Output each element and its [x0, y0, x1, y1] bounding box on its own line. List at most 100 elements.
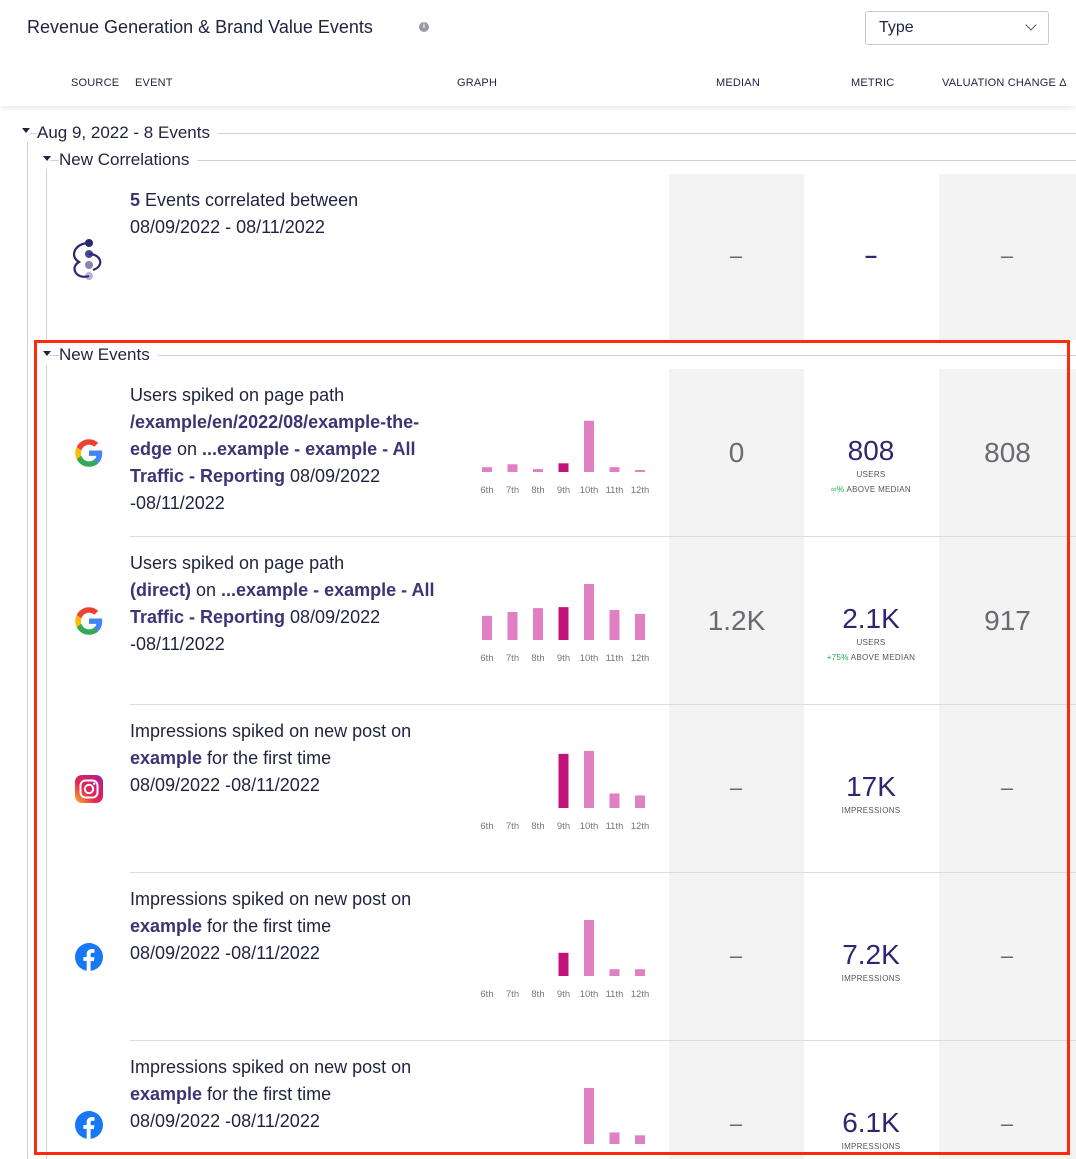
- median-column-bg: [669, 369, 804, 1159]
- valuation-column-bg: [939, 369, 1076, 1159]
- event-link[interactable]: example: [130, 916, 203, 936]
- event-link[interactable]: example: [130, 748, 203, 768]
- instagram-icon: [75, 775, 103, 803]
- chart-tick-label: 9th: [557, 485, 570, 496]
- correlation-icon: [72, 239, 102, 280]
- chart-tick-label: 8th: [531, 653, 544, 664]
- info-icon[interactable]: i: [419, 22, 429, 32]
- row-divider: [130, 704, 1076, 705]
- chart-tick-label: 12th: [631, 485, 650, 496]
- median-value: –: [729, 243, 743, 268]
- caret-down-icon[interactable]: [22, 128, 30, 133]
- tree-line: [27, 142, 28, 1159]
- chart-tick-label: 7th: [506, 653, 519, 664]
- event-link[interactable]: (direct): [130, 580, 192, 600]
- column-header-event[interactable]: EVENT: [135, 77, 173, 89]
- event-description: Impressions spiked on new post on exampl…: [130, 1057, 412, 1131]
- chart-bar: [635, 470, 645, 472]
- metric-unit: USERS: [856, 638, 886, 647]
- column-header-graph[interactable]: GRAPH: [457, 77, 498, 89]
- chart-tick-label: 8th: [531, 989, 544, 1000]
- chart-bar: [584, 1087, 594, 1144]
- facebook-icon: [75, 1111, 103, 1139]
- chart-bar: [584, 420, 594, 472]
- chart-bar: [482, 467, 492, 472]
- facebook-icon: [75, 943, 103, 971]
- column-header-metric[interactable]: METRIC: [851, 77, 895, 89]
- column-header-median[interactable]: MEDIAN: [716, 77, 760, 89]
- correlation-range: 08/09/2022 - 08/11/2022: [130, 217, 325, 237]
- event-link[interactable]: example: [130, 1084, 203, 1104]
- chart-tick-label: 7th: [506, 485, 519, 496]
- chart-tick-label: 10th: [580, 485, 599, 496]
- chart-bar: [635, 969, 645, 976]
- chart-bar: [558, 952, 569, 976]
- column-header-valuation-change[interactable]: VALUATION CHANGE Δ: [942, 77, 1067, 89]
- caret-down-icon[interactable]: [43, 351, 51, 356]
- chart-bar: [635, 613, 645, 640]
- event-description: Users spiked on page path (direct) on ..…: [130, 553, 435, 654]
- divider: [30, 133, 1076, 134]
- correlations-group-title[interactable]: New Correlations: [59, 150, 198, 170]
- row-divider: [130, 536, 1076, 537]
- chart-tick-label: 11th: [606, 989, 624, 1000]
- chart-bar: [609, 969, 620, 976]
- chart-bar: [584, 919, 594, 976]
- metric-unit: IMPRESSIONS: [841, 1142, 901, 1151]
- chart-bar: [558, 607, 569, 640]
- row-divider: [130, 1040, 1076, 1041]
- event-link[interactable]: ...example - example - All Traffic - Rep…: [130, 439, 416, 486]
- chart-tick-label: 10th: [580, 821, 599, 832]
- chart-bar: [609, 793, 620, 808]
- google-icon: [75, 439, 103, 467]
- metric-value: 7.2K: [842, 939, 900, 970]
- metric-unit: IMPRESSIONS: [841, 974, 901, 983]
- valuation-value: –: [1000, 775, 1014, 800]
- divider: [50, 160, 1076, 161]
- event-description: Users spiked on page path /example/en/20…: [130, 385, 420, 513]
- chart-tick-label: 12th: [631, 821, 650, 832]
- metric-delta: +75% ABOVE MEDIAN: [826, 653, 916, 662]
- tree-line: [46, 169, 47, 339]
- median-column-bg: [669, 174, 804, 340]
- new-events-group-title[interactable]: New Events: [59, 345, 158, 365]
- chart-tick-label: 9th: [557, 653, 570, 664]
- page-title: Revenue Generation & Brand Value Events: [27, 17, 373, 37]
- chart-tick-label: 12th: [631, 989, 650, 1000]
- chart-bar: [507, 611, 518, 640]
- chart-tick-label: 9th: [557, 821, 570, 832]
- metric-value: 808: [847, 435, 895, 466]
- event-link[interactable]: /example/en/2022/08/example-the-edge: [130, 412, 420, 459]
- chart-bar: [533, 469, 543, 472]
- chart-bar: [558, 463, 569, 472]
- valuation-value: –: [1000, 1111, 1014, 1136]
- chart-tick-label: 6th: [480, 821, 493, 832]
- chart-bar: [609, 467, 620, 472]
- date-group-label[interactable]: Aug 9, 2022 - 8 Events: [37, 123, 218, 143]
- caret-down-icon[interactable]: [43, 156, 51, 161]
- metric-delta: ∞% ABOVE MEDIAN: [830, 485, 911, 494]
- correlation-count: 5: [130, 190, 141, 210]
- column-header-source[interactable]: SOURCE: [71, 77, 120, 89]
- row-divider: [130, 872, 1076, 873]
- chart-tick-label: 8th: [531, 485, 544, 496]
- valuation-value: 917: [984, 605, 1031, 636]
- median-value: –: [729, 1111, 743, 1136]
- chart-tick-label: 11th: [606, 821, 624, 832]
- chart-bar: [609, 1132, 620, 1144]
- divider: [50, 355, 1076, 356]
- chart-bar: [482, 615, 492, 640]
- chart-bar: [609, 610, 620, 640]
- chart-tick-label: 9th: [557, 989, 570, 1000]
- valuation-column-bg: [939, 174, 1076, 340]
- type-select[interactable]: Type: [865, 11, 1049, 45]
- type-select-value: Type: [879, 19, 914, 36]
- valuation-value: –: [1000, 943, 1014, 968]
- chart-bar: [558, 753, 569, 808]
- chart-bar: [635, 1135, 645, 1144]
- event-link[interactable]: ...example - example - All Traffic - Rep…: [130, 580, 435, 627]
- chart-tick-label: 10th: [580, 653, 599, 664]
